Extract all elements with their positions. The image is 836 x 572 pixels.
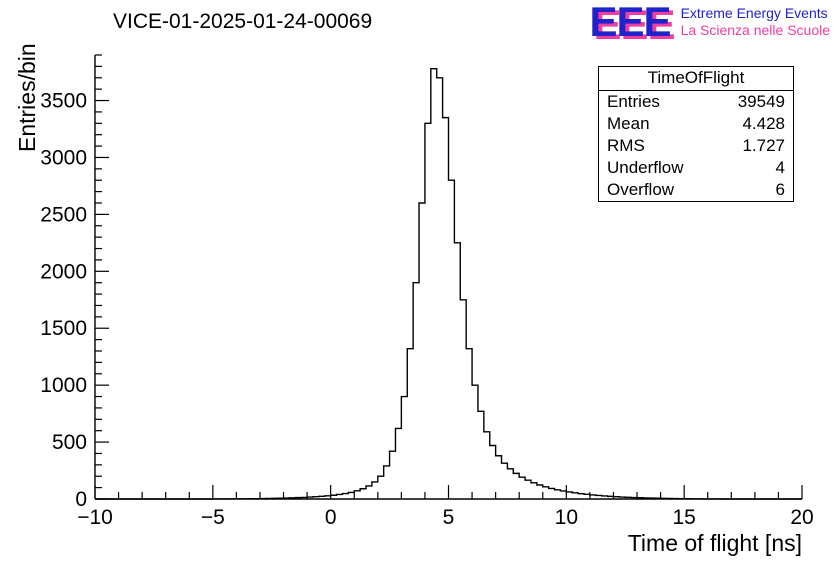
x-tick-label: 0 — [325, 506, 337, 529]
stats-value: 39549 — [737, 92, 785, 111]
eee-logo: EEE Extreme Energy Events La Scienza nel… — [589, 0, 830, 45]
x-tick-label: −10 — [77, 506, 113, 529]
y-tick-label: 0 — [75, 488, 87, 511]
y-tick-label: 2000 — [40, 260, 87, 283]
y-tick-label: 500 — [52, 431, 87, 454]
y-tick-label: 1500 — [40, 317, 87, 340]
stats-row-rms: RMS 1.727 — [599, 135, 793, 157]
eee-logo-acronym: EEE — [589, 0, 672, 45]
stats-box: TimeOfFlight Entries 39549 Mean 4.428 RM… — [598, 66, 794, 202]
x-tick-label: 10 — [555, 506, 578, 529]
stats-label: Overflow — [607, 180, 675, 199]
y-tick-label: 3000 — [40, 146, 87, 169]
x-tick-label: 20 — [790, 506, 813, 529]
x-axis-title: Time of flight [ns] — [627, 530, 802, 556]
x-tick-label: −5 — [201, 506, 225, 529]
stats-box-title: TimeOfFlight — [599, 67, 793, 91]
stats-row-overflow: Overflow 6 — [599, 179, 793, 201]
stats-value: 6 — [775, 180, 785, 199]
y-tick-label: 1000 — [40, 374, 87, 397]
logo-line-2: La Scienza nelle Scuole — [680, 22, 830, 38]
x-tick-label: 5 — [443, 506, 455, 529]
y-tick-label: 2500 — [40, 203, 87, 226]
stats-label: Mean — [607, 114, 650, 133]
stats-label: Entries — [607, 92, 660, 111]
x-tick-label: 15 — [672, 506, 695, 529]
plot-title: VICE-01-2025-01-24-00069 — [113, 10, 373, 33]
stats-row-underflow: Underflow 4 — [599, 157, 793, 179]
y-tick-label: 3500 — [40, 90, 87, 113]
stats-value: 4.428 — [742, 114, 785, 133]
histogram-line — [95, 67, 802, 500]
logo-line-1: Extreme Energy Events — [680, 5, 828, 21]
stats-label: RMS — [607, 136, 645, 155]
eee-logo-text: Extreme Energy Events La Scienza nelle S… — [681, 5, 830, 39]
y-axis-title: Entries/bin — [14, 43, 40, 152]
stats-value: 1.727 — [742, 136, 785, 155]
stats-label: Underflow — [607, 158, 684, 177]
stats-row-mean: Mean 4.428 — [599, 113, 793, 135]
stats-row-entries: Entries 39549 — [599, 91, 793, 113]
stats-value: 4 — [775, 158, 785, 177]
